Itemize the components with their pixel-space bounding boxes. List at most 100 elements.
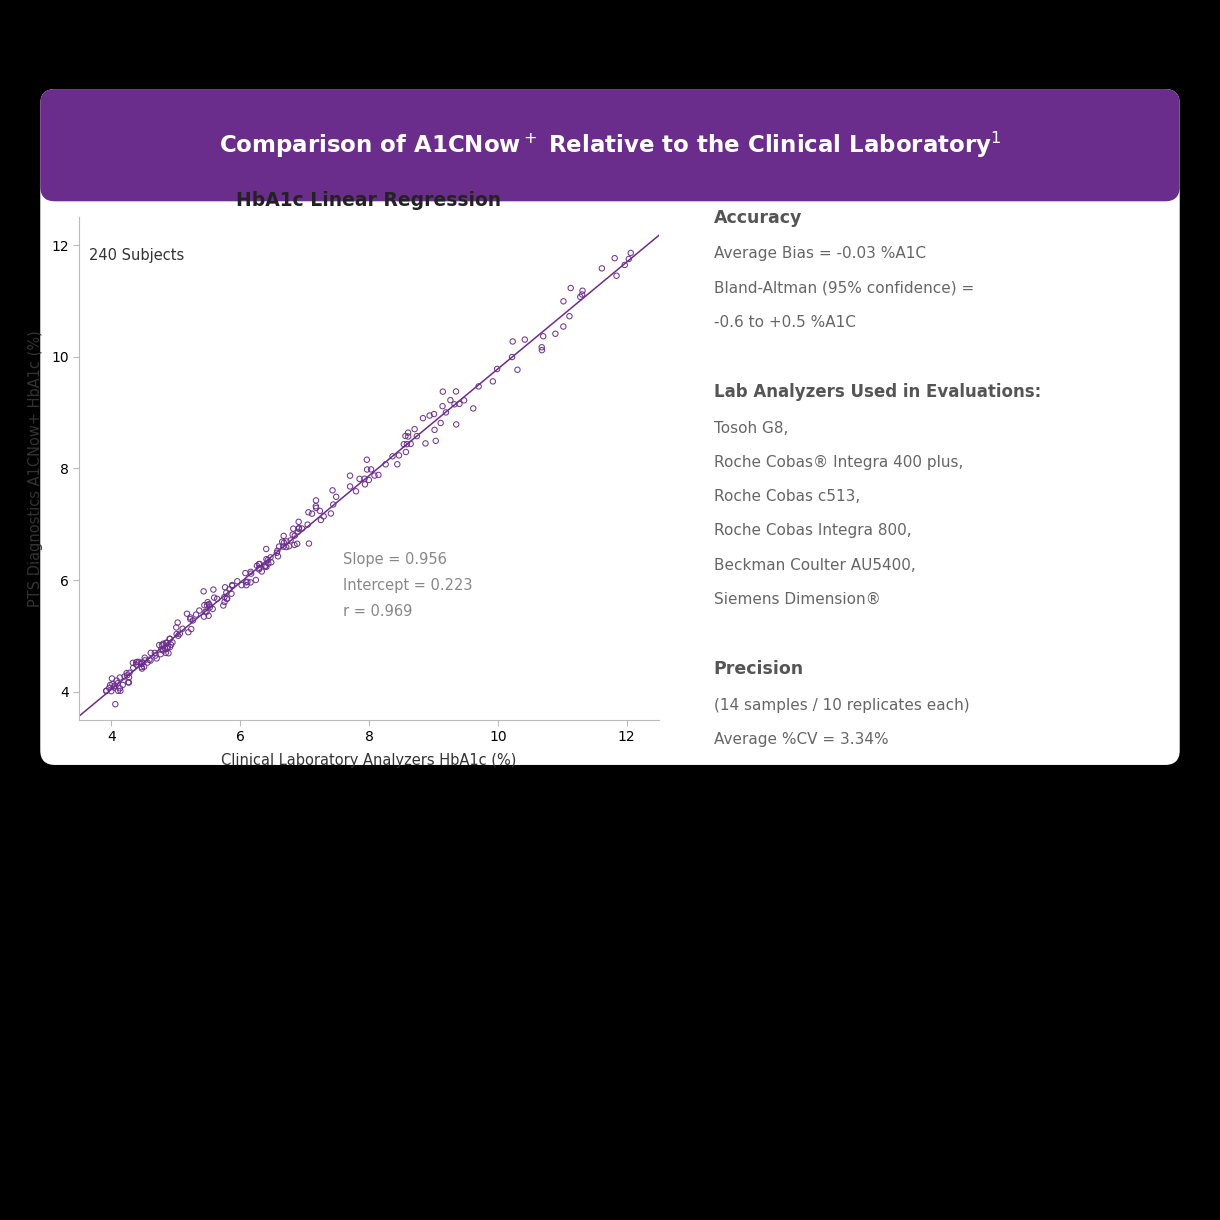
Title: HbA1c Linear Regression: HbA1c Linear Regression [237, 192, 501, 210]
Point [138, 653, 157, 672]
Point [142, 643, 161, 662]
Point [447, 382, 466, 401]
Point [152, 636, 172, 655]
Point [561, 278, 581, 298]
Point [560, 306, 580, 326]
Point [177, 604, 196, 623]
Point [160, 637, 179, 656]
Point [445, 394, 465, 414]
Point [194, 606, 213, 626]
Point [433, 396, 453, 416]
Point [214, 595, 233, 615]
Point [606, 266, 626, 285]
Point [200, 595, 220, 615]
Point [572, 281, 592, 300]
Point [160, 630, 179, 649]
Point [299, 534, 318, 554]
Point [361, 460, 381, 479]
Point [217, 583, 237, 603]
Point [355, 475, 375, 494]
Point [160, 630, 179, 649]
Text: Roche Cobas® Integra 400 plus,: Roche Cobas® Integra 400 plus, [714, 455, 963, 470]
Point [255, 556, 274, 576]
Point [311, 510, 331, 529]
Point [487, 359, 506, 378]
Point [120, 662, 139, 682]
Point [447, 415, 466, 434]
Text: Precision: Precision [714, 660, 804, 678]
Point [396, 442, 416, 461]
Point [100, 676, 120, 695]
Point [314, 506, 333, 526]
Point [281, 531, 300, 550]
Point [154, 634, 173, 654]
Point [139, 650, 159, 670]
Point [118, 672, 138, 692]
Point [248, 556, 267, 576]
Point [554, 317, 573, 337]
Point [134, 656, 154, 676]
Point [215, 577, 234, 597]
Point [120, 667, 139, 687]
Point [503, 348, 522, 367]
Text: Average Bias = -0.03 %A1C: Average Bias = -0.03 %A1C [714, 246, 926, 261]
Point [268, 547, 288, 566]
Point [200, 598, 220, 617]
Point [181, 609, 200, 628]
Point [416, 433, 436, 453]
Point [195, 601, 215, 621]
Point [106, 694, 126, 714]
Text: Lab Analyzers Used in Evaluations:: Lab Analyzers Used in Evaluations: [714, 383, 1041, 401]
Point [123, 653, 143, 672]
Point [277, 537, 296, 556]
Point [199, 594, 218, 614]
Point [503, 332, 522, 351]
Point [256, 539, 276, 559]
Point [256, 558, 276, 577]
Point [109, 673, 128, 693]
Point [222, 576, 242, 595]
Point [425, 404, 444, 423]
Point [146, 649, 166, 669]
Point [99, 678, 118, 698]
Point [167, 625, 187, 644]
Point [102, 669, 122, 688]
Point [298, 515, 317, 534]
X-axis label: Clinical Laboratory Analyzers HbA1c (%): Clinical Laboratory Analyzers HbA1c (%) [221, 753, 517, 767]
Point [621, 243, 640, 262]
Point [299, 503, 318, 522]
Point [170, 623, 189, 643]
Point [127, 651, 146, 671]
Point [436, 403, 455, 422]
Point [261, 548, 281, 567]
Point [533, 327, 553, 346]
Point [194, 595, 213, 615]
Point [468, 377, 488, 397]
Point [464, 399, 483, 418]
Point [150, 636, 170, 655]
Point [240, 562, 260, 582]
Point [389, 445, 409, 465]
Point [151, 644, 171, 664]
Point [156, 633, 176, 653]
Point [398, 423, 417, 443]
Point [222, 584, 242, 604]
Point [283, 518, 303, 538]
Point [398, 434, 417, 454]
Point [592, 259, 611, 278]
Point [161, 634, 181, 654]
Point [376, 455, 395, 475]
Point [196, 601, 216, 621]
Text: Siemens Dimension®: Siemens Dimension® [714, 592, 881, 606]
Point [249, 559, 268, 578]
Point [135, 648, 155, 667]
Point [368, 465, 388, 484]
Point [207, 589, 227, 609]
Point [217, 589, 237, 609]
Point [323, 481, 343, 500]
Point [198, 595, 217, 615]
Point [215, 592, 234, 611]
Point [120, 672, 139, 692]
Point [187, 605, 206, 625]
Point [222, 576, 242, 595]
